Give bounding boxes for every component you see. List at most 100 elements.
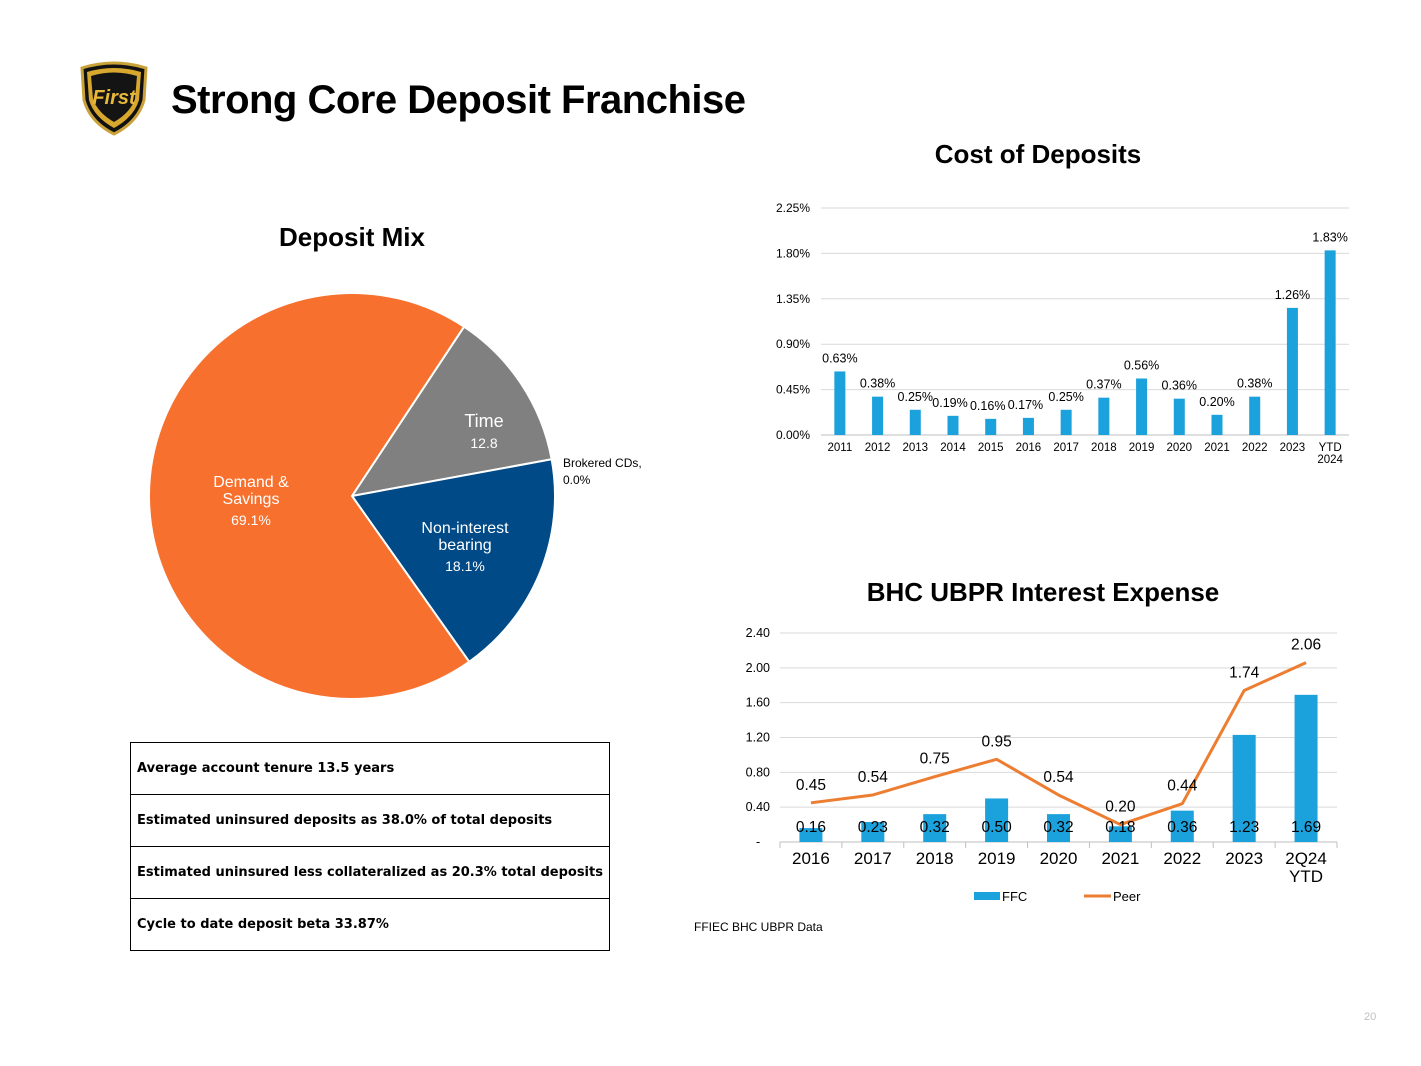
page-number: 20 <box>1364 1011 1377 1023</box>
bar-value-label: 1.83% <box>1312 230 1347 244</box>
deposit-mix-title: Deposit Mix <box>279 222 425 252</box>
y-tick-label: 0.40 <box>746 800 770 814</box>
ffc-value-label: 1.69 <box>1291 819 1321 836</box>
x-tick-label: 2013 <box>902 442 928 454</box>
peer-value-label: 0.20 <box>1105 799 1136 816</box>
pie-slice-name: Time <box>464 411 503 431</box>
peer-value-label: 0.75 <box>920 751 950 768</box>
y-tick-label: 1.20 <box>746 731 770 745</box>
bar <box>909 409 921 435</box>
peer-value-label: 0.45 <box>796 777 826 794</box>
bar-value-label: 0.56% <box>1124 359 1159 373</box>
y-tick-label: - <box>756 835 760 849</box>
svg-text:2023: 2023 <box>1225 849 1263 868</box>
svg-text:YTD: YTD <box>1319 442 1342 454</box>
svg-text:Savings: Savings <box>223 491 280 508</box>
x-tick-label: 2021 <box>1204 442 1230 454</box>
svg-text:2013: 2013 <box>902 442 928 454</box>
ffc-value-label: 0.16 <box>796 819 826 836</box>
ffc-value-label: 0.32 <box>920 819 950 836</box>
bar-value-label: 0.16% <box>970 399 1005 413</box>
fact-cell: Estimated uninsured deposits as 38.0% of… <box>130 794 610 847</box>
bar-value-label: 0.63% <box>822 351 857 365</box>
pie-slice-value: 69.1% <box>231 512 271 528</box>
x-tick-label: 2022 <box>1163 849 1201 868</box>
peer-value-label: 0.54 <box>858 769 889 786</box>
bar-value-label: 0.17% <box>1008 398 1043 412</box>
table-row: Cycle to date deposit beta 33.87% <box>130 898 610 951</box>
cost-of-deposits-title: Cost of Deposits <box>935 139 1142 169</box>
cost-of-deposits-chart: Cost of Deposits 0.00% 0.45% 0.90% 1.35% 1.8… <box>720 130 1420 490</box>
bar <box>799 828 823 842</box>
legend-label-peer: Peer <box>1113 889 1141 904</box>
svg-text:2011: 2011 <box>827 442 852 454</box>
y-tick-label: 0.90% <box>776 337 810 351</box>
legend-swatch-ffc <box>974 892 1000 900</box>
svg-text:2018: 2018 <box>1091 442 1117 454</box>
y-tick-label: 2.25% <box>776 201 810 215</box>
bar <box>1211 414 1223 435</box>
peer-value-label: 0.54 <box>1043 769 1074 786</box>
deposit-facts-table: Average account tenure 13.5 years Estima… <box>130 742 610 951</box>
bar <box>947 415 959 435</box>
svg-text:2016: 2016 <box>1016 442 1042 454</box>
peer-value-label: 2.06 <box>1291 637 1321 654</box>
pie-slice-name: Demand &Savings <box>213 474 289 508</box>
svg-text:2016: 2016 <box>792 849 830 868</box>
y-tick-label: 1.60 <box>746 696 770 710</box>
deposit-mix-chart: Deposit Mix Time 12.8 Brokered CDs, 0.0% Non… <box>0 0 720 720</box>
peer-line <box>810 661 1307 827</box>
x-tick-label: 2023 <box>1280 442 1306 454</box>
x-tick-label: 2019 <box>978 849 1016 868</box>
ffc-value-label: 0.18 <box>1105 819 1135 836</box>
x-tick-label: 2019 <box>1129 442 1155 454</box>
bar <box>985 798 1009 842</box>
legend-label-ffc: FFC <box>1002 889 1027 904</box>
bar <box>1108 826 1132 842</box>
bar <box>1136 378 1148 435</box>
bar <box>1232 734 1256 842</box>
table-row: Estimated uninsured deposits as 38.0% of… <box>130 794 610 847</box>
y-tick-label: 2.00 <box>746 661 770 675</box>
ffc-value-label: 0.32 <box>1043 819 1073 836</box>
x-tick-label: 2020 <box>1166 442 1192 454</box>
peer-value-label: 1.74 <box>1229 664 1260 681</box>
svg-text:2017: 2017 <box>854 849 892 868</box>
bar-value-label: 0.38% <box>860 377 895 391</box>
bar <box>985 418 997 435</box>
bar-value-label: 0.36% <box>1162 379 1197 393</box>
x-tick-label: 2020 <box>1040 849 1078 868</box>
pie-slice-name: Brokered CDs, <box>563 456 642 470</box>
page-title: Strong Core Deposit Franchise <box>171 78 746 122</box>
x-tick-label: 2018 <box>916 849 954 868</box>
x-tick-label: 2016 <box>792 849 830 868</box>
pie-slice <box>350 458 556 664</box>
fact-cell: Estimated uninsured less collateralized … <box>130 846 610 899</box>
y-tick-label: 0.45% <box>776 383 810 397</box>
pie-slice <box>349 325 553 498</box>
bar <box>1324 250 1336 435</box>
x-tick-label: 2023 <box>1225 849 1263 868</box>
pie-slice <box>148 292 471 700</box>
y-tick-label: 2.40 <box>746 626 770 640</box>
x-tick-label: 2014 <box>940 442 966 454</box>
svg-text:2022: 2022 <box>1163 849 1201 868</box>
bar-value-label: 0.37% <box>1086 378 1121 392</box>
bar <box>861 821 885 842</box>
pie-slice-value: 12.8 <box>470 435 497 451</box>
bar <box>1022 417 1034 435</box>
peer-value-label: 0.44 <box>1167 778 1198 795</box>
fact-cell: Average account tenure 13.5 years <box>130 742 610 795</box>
interest-expense-chart: BHC UBPR Interest Expense - 0.40 0.80 1.20 1… <box>720 570 1420 910</box>
bar-value-label: 0.38% <box>1237 377 1272 391</box>
y-tick-label: 1.80% <box>776 246 810 260</box>
pie-slice-value: 0.0% <box>563 473 591 487</box>
bar <box>1047 814 1070 842</box>
svg-text:2022: 2022 <box>1242 442 1268 454</box>
svg-text:2023: 2023 <box>1280 442 1306 454</box>
fact-cell: Cycle to date deposit beta 33.87% <box>130 898 610 951</box>
x-tick-label: 2022 <box>1242 442 1268 454</box>
x-tick-label: 2017 <box>854 849 892 868</box>
